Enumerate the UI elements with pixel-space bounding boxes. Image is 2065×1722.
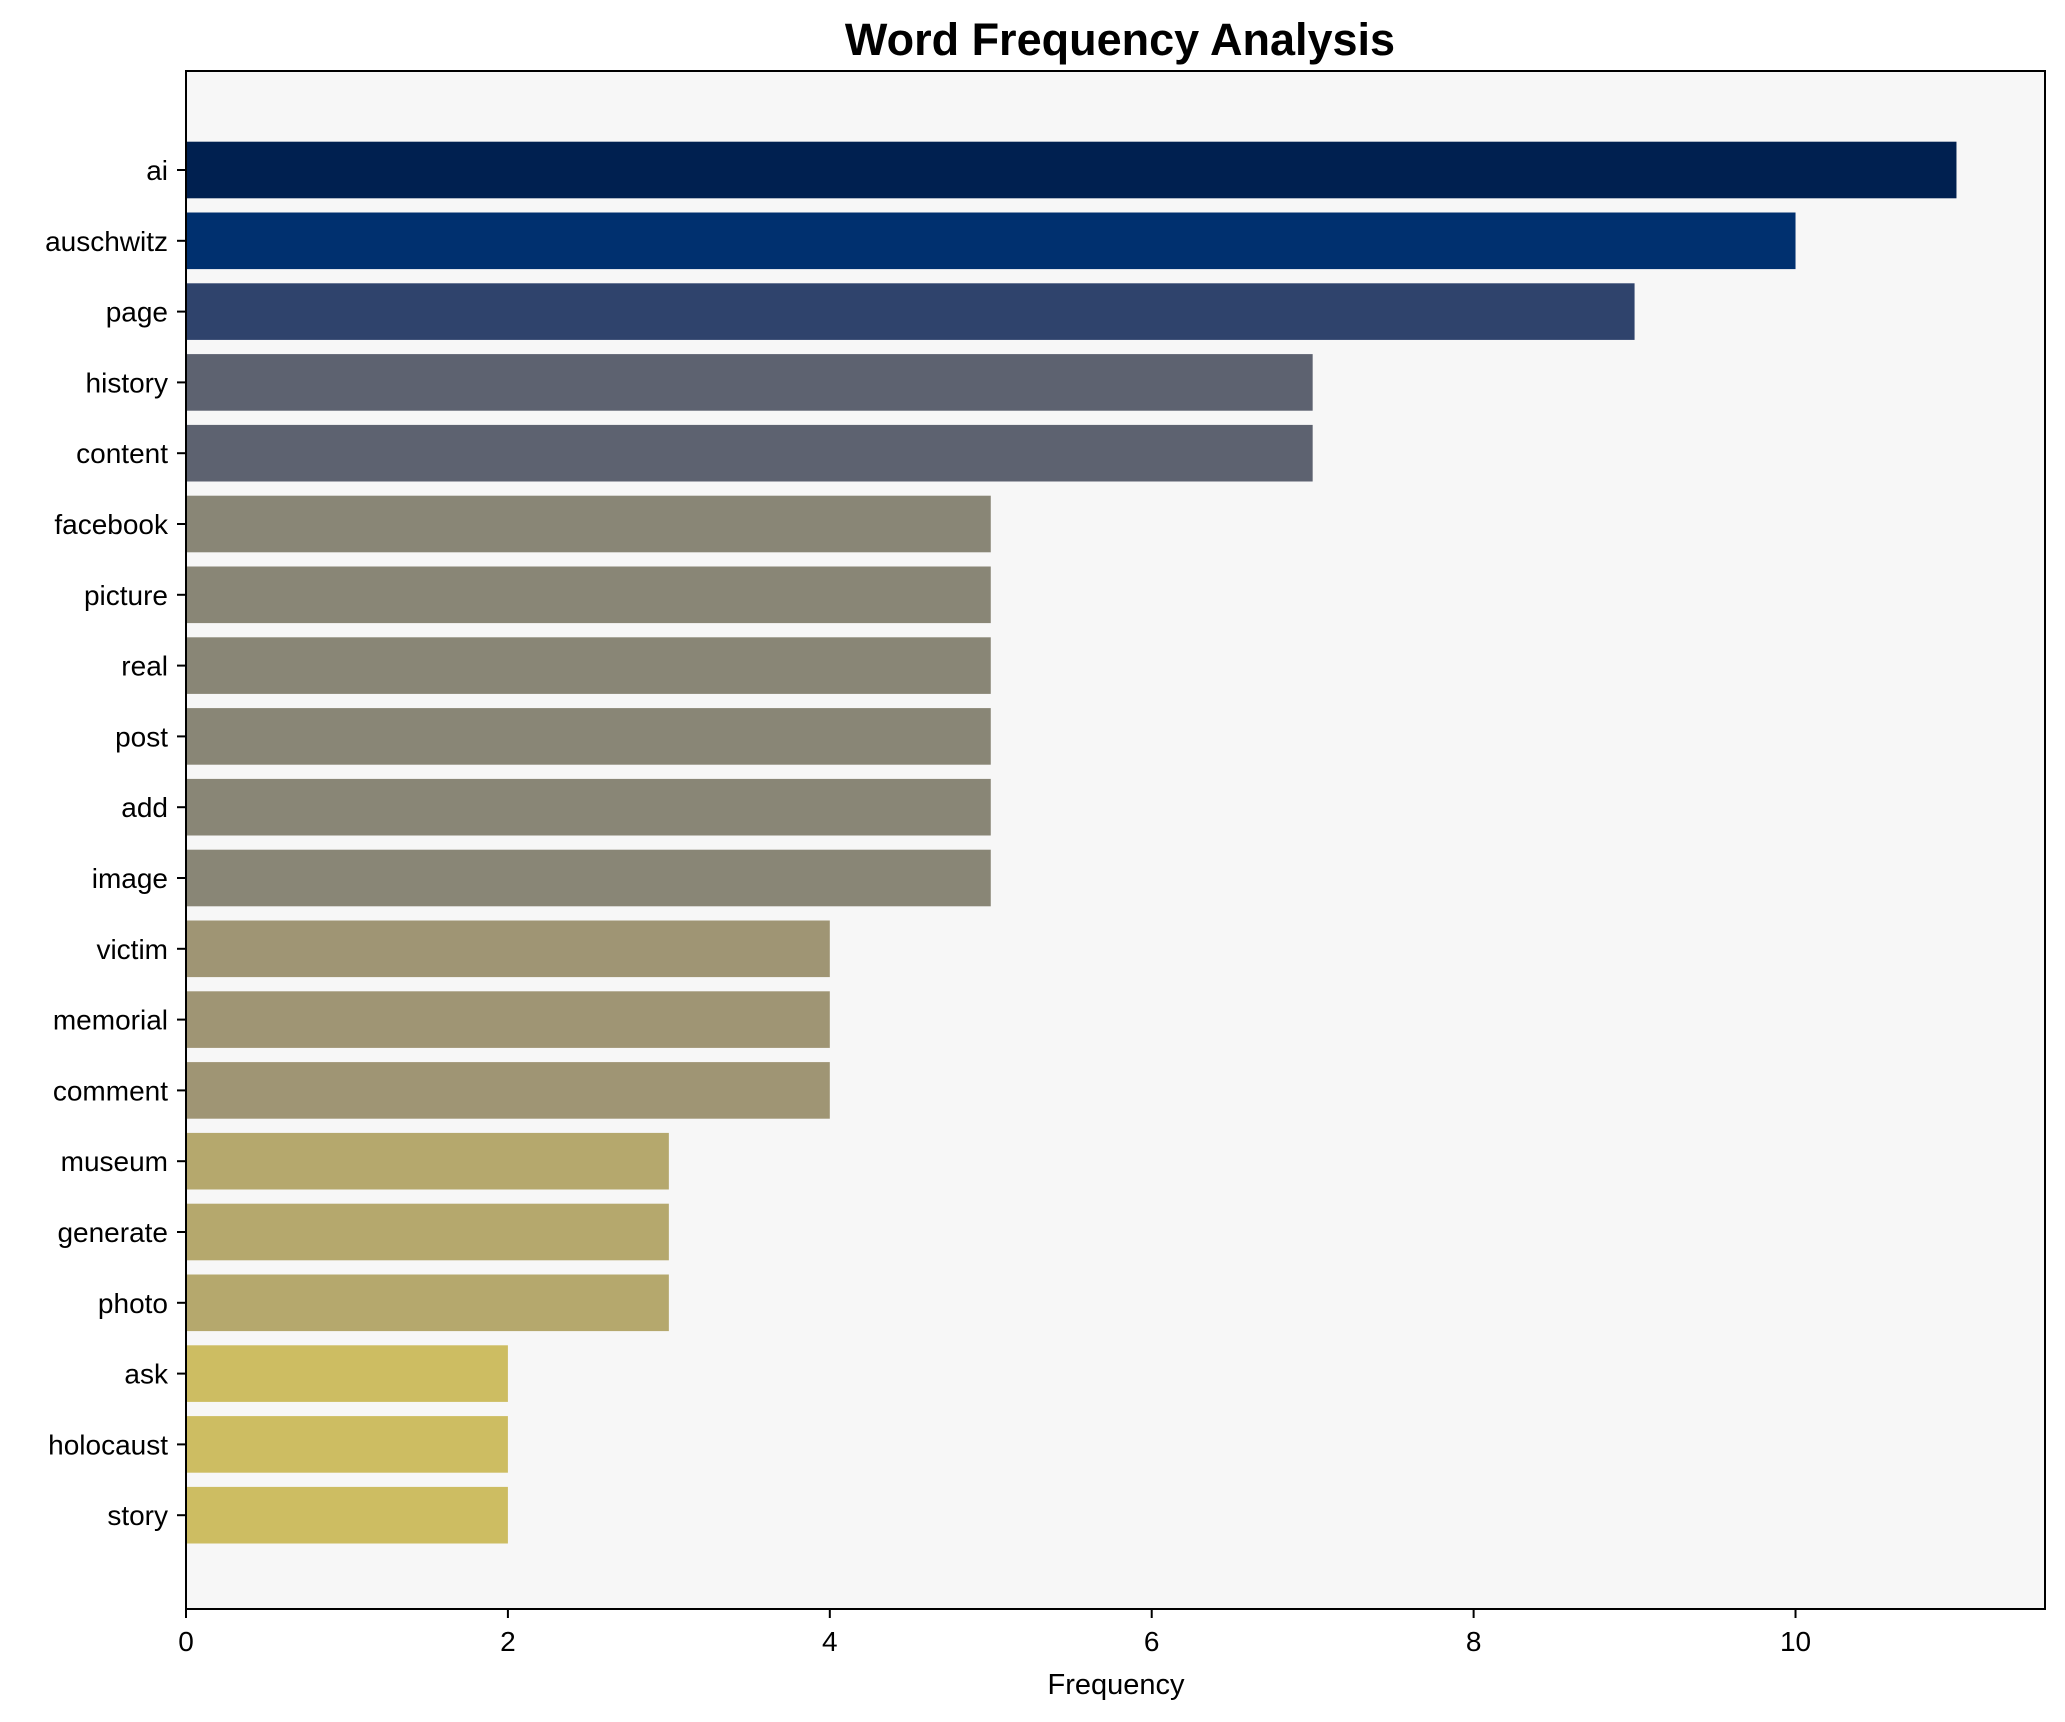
y-tick-label: image: [92, 863, 168, 894]
y-tick-label: post: [115, 721, 168, 752]
y-tick-label: museum: [61, 1146, 168, 1177]
y-tick-label: holocaust: [48, 1429, 168, 1460]
bar-story: [186, 1486, 508, 1544]
y-tick-label: page: [106, 297, 168, 328]
bar-content: [186, 424, 1313, 482]
bar-memorial: [186, 991, 830, 1048]
y-tick-label: generate: [57, 1217, 168, 1248]
bar-museum: [186, 1132, 669, 1190]
bar-real: [186, 637, 991, 694]
y-tick-label: content: [76, 438, 168, 469]
bar-holocaust: [186, 1416, 508, 1473]
y-tick-label: ask: [124, 1359, 169, 1390]
y-tick-label: add: [121, 792, 168, 823]
y-tick-label: story: [107, 1500, 168, 1531]
bar-ask: [186, 1345, 508, 1402]
y-tick-label: comment: [53, 1075, 168, 1106]
y-tick-label: photo: [98, 1288, 168, 1319]
y-tick-label: ai: [146, 155, 168, 186]
y-tick-label: real: [121, 651, 168, 682]
x-axis-label: Frequency: [1047, 1669, 1185, 1701]
x-tick-label: 4: [822, 1626, 838, 1657]
bar-add: [186, 778, 991, 836]
y-tick-label: victim: [96, 934, 168, 965]
y-tick-label: auschwitz: [45, 226, 168, 257]
y-tick-label: memorial: [53, 1005, 168, 1036]
plot-frame: [185, 70, 2046, 1610]
x-tick-label: 2: [500, 1626, 516, 1657]
chart-title: Word Frequency Analysis: [845, 14, 1395, 65]
x-tick-label: 6: [1144, 1626, 1160, 1657]
bar-comment: [186, 1062, 830, 1119]
x-tick-label: 0: [178, 1626, 194, 1657]
x-tick-label: 8: [1466, 1626, 1482, 1657]
bar-picture: [186, 566, 991, 624]
bar-ai: [186, 141, 1957, 199]
bar-history: [186, 354, 1313, 411]
bar-facebook: [186, 495, 991, 553]
bar-image: [186, 849, 991, 907]
bar-photo: [186, 1274, 669, 1332]
bar-post: [186, 708, 991, 765]
bar-generate: [186, 1203, 669, 1261]
x-tick-label: 10: [1780, 1626, 1811, 1657]
bar-auschwitz: [186, 212, 1796, 270]
y-tick-label: history: [86, 367, 168, 398]
y-tick-label: picture: [84, 580, 168, 611]
y-tick-label: facebook: [54, 509, 169, 540]
bar-page: [186, 283, 1635, 340]
bar-victim: [186, 920, 830, 978]
